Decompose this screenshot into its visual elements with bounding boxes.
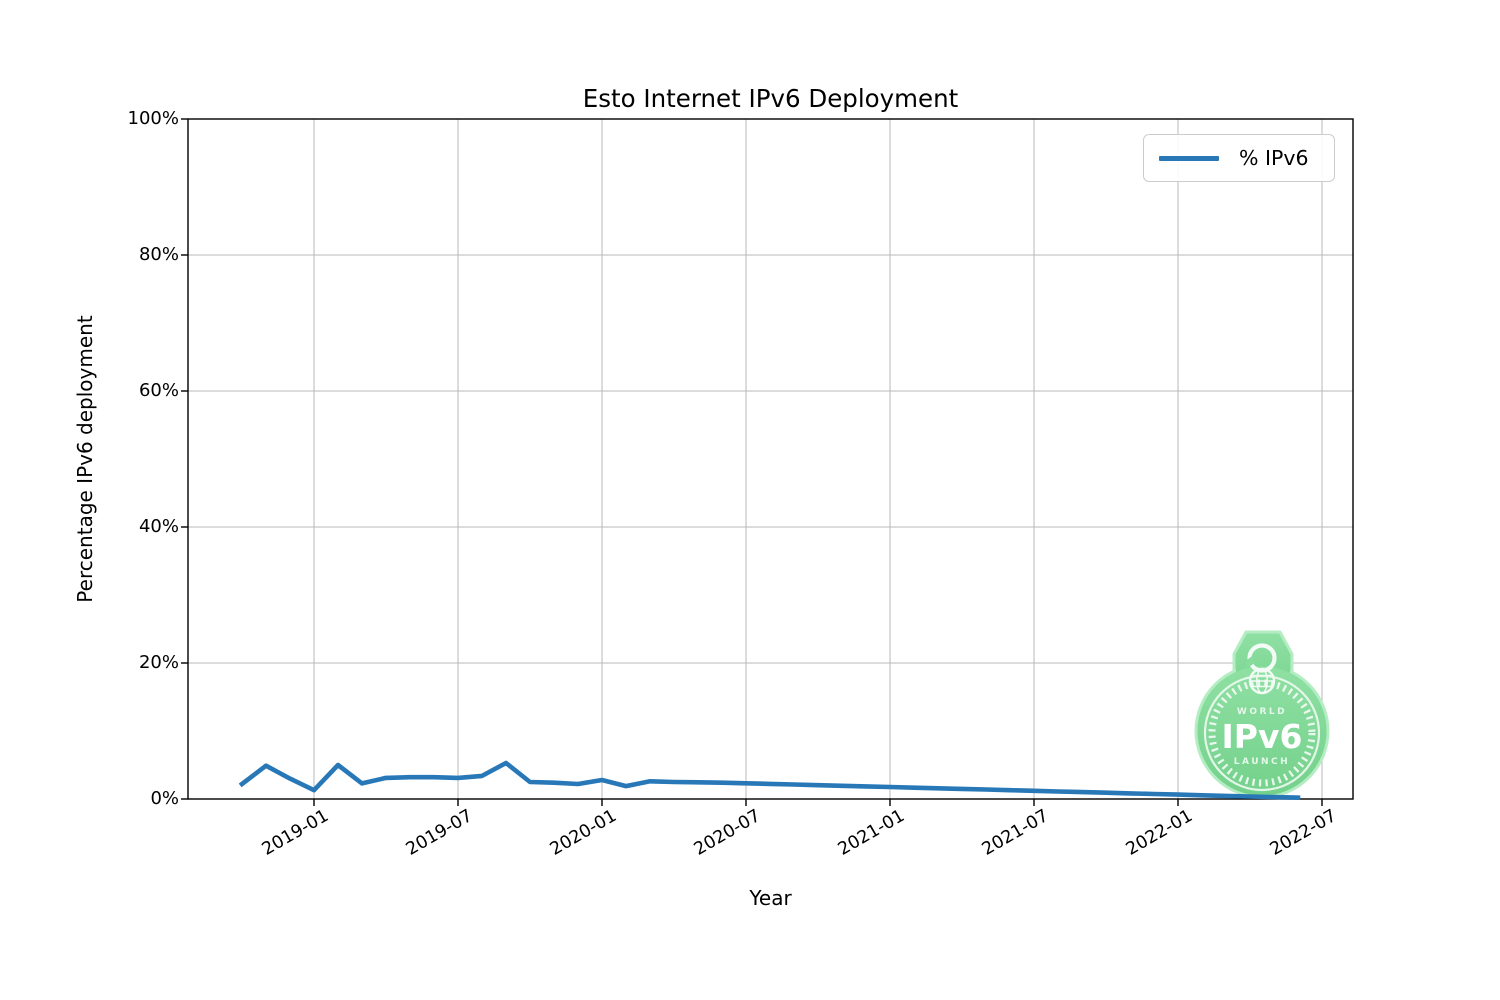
y-tick-label: 80%: [138, 244, 179, 265]
y-tick-label: 20%: [138, 652, 179, 673]
gridlines: [188, 118, 1353, 800]
y-tick-label: 100%: [127, 108, 179, 129]
badge-word-main: IPv6: [1222, 717, 1303, 756]
badge-word-bottom: LAUNCH: [1234, 757, 1290, 767]
axes: [181, 118, 1354, 806]
x-axis-label: Year: [749, 886, 792, 910]
legend-label: % IPv6: [1239, 146, 1309, 170]
badge-word-top: WORLD: [1237, 707, 1287, 717]
y-tick-label: 60%: [138, 380, 179, 401]
y-tick-label: 0%: [150, 788, 179, 809]
badge-tick-ring: [1208, 679, 1316, 787]
tick-marks: [181, 118, 1323, 806]
badge-shackle-icon: [1243, 643, 1277, 673]
legend: % IPv6: [1143, 134, 1335, 182]
chart-title: Esto Internet IPv6 Deployment: [582, 84, 959, 113]
y-tick-label: 40%: [138, 516, 179, 537]
legend-line-sample: [1159, 155, 1219, 161]
y-axis-label: Percentage IPv6 deployment: [73, 315, 97, 603]
world-ipv6-launch-badge-icon: WORLD IPv6 LAUNCH: [1194, 630, 1330, 799]
series-line-%-ipv6: [238, 760, 1301, 800]
badge-inner-ring: [1203, 674, 1321, 792]
plot-border: [187, 118, 1354, 800]
data-series-layer: [238, 760, 1301, 800]
